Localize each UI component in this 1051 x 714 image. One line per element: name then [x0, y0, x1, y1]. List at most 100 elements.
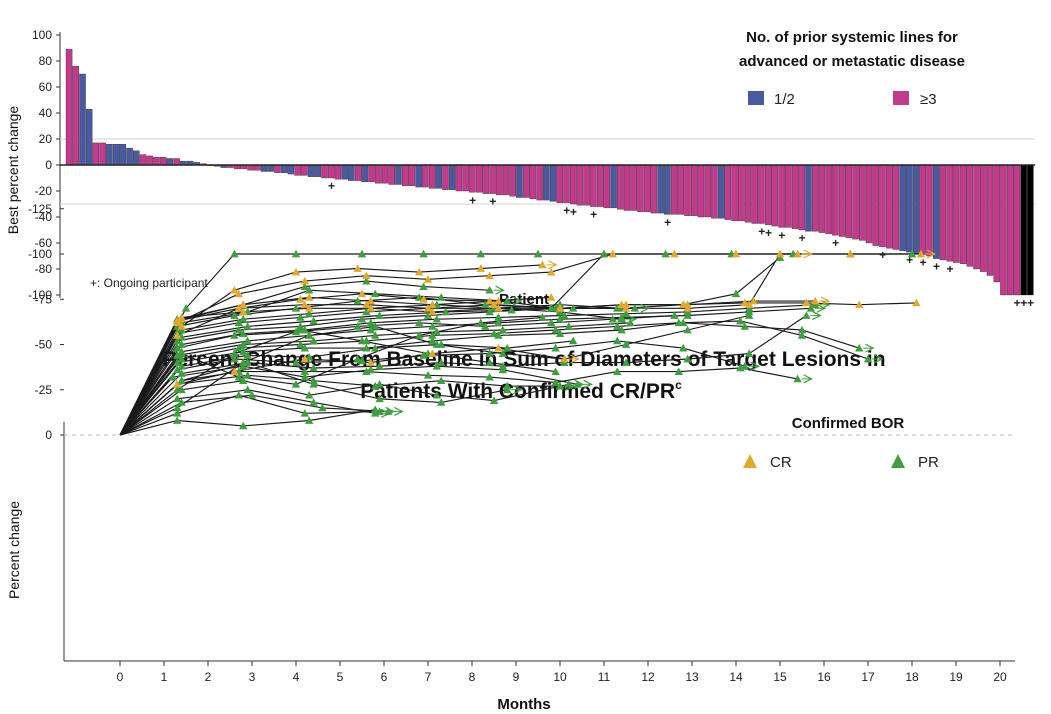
spider-marker [291, 267, 301, 276]
waterfall-bar [764, 164, 772, 225]
waterfall-bar [650, 164, 658, 214]
spider-marker [547, 293, 556, 301]
spider-y-ticks: 0-25-50-75-100-125 [28, 202, 64, 442]
spider-marker [621, 340, 631, 348]
waterfall-bar [838, 164, 846, 237]
spider-marker [802, 298, 811, 307]
spider-marker [371, 381, 380, 390]
spider-series-lines [119, 253, 921, 436]
waterfall-bar [939, 164, 947, 261]
spider-marker [353, 322, 362, 330]
spider-marker [239, 307, 248, 316]
spider-marker [247, 390, 257, 399]
spider-marker [230, 367, 239, 376]
waterfall-bar [986, 164, 994, 276]
waterfall-y-tick-label: 60 [39, 80, 53, 94]
spider-marker [423, 311, 433, 319]
waterfall-bar [926, 164, 933, 257]
spider-marker [485, 358, 494, 366]
spider-x-tick-label: 11 [598, 670, 611, 684]
waterfall-bar [879, 164, 886, 248]
waterfall-bar [462, 164, 469, 192]
spider-marker [423, 304, 433, 312]
waterfall-bar [872, 164, 879, 246]
waterfall-bar [677, 164, 685, 215]
waterfall-bar [341, 164, 348, 180]
waterfall-bar [139, 154, 147, 166]
spider-marker [564, 322, 573, 330]
waterfall-bar [583, 164, 590, 206]
spider-marker [485, 296, 494, 305]
spider-marker [371, 409, 380, 417]
spider-marker [485, 286, 494, 294]
spider-marker [630, 304, 639, 312]
spider-marker [177, 376, 186, 385]
waterfall-bar [791, 164, 799, 229]
spider-marker [371, 289, 380, 298]
spider-series-line [119, 307, 811, 436]
spider-x-ticks: 0 1 2 3 4 5 6 7 8 9 10 11 12 13 14 15 16 17 18 19 20 [117, 661, 1007, 684]
waterfall-bar [388, 164, 395, 185]
spider-marker [503, 296, 512, 305]
ongoing-marker: + [906, 253, 913, 267]
waterfall-bar [469, 164, 476, 193]
spider-marker [481, 322, 490, 330]
spider-marker [366, 304, 375, 312]
waterfall-y-tick-label: -100 [28, 288, 52, 302]
spider-marker [177, 314, 186, 323]
waterfall-bar [610, 164, 617, 209]
spider-marker [498, 325, 507, 334]
spider-marker [371, 331, 380, 339]
spider-marker [353, 354, 362, 363]
spider-x-tick-label: 12 [641, 670, 655, 684]
spider-marker [419, 295, 428, 303]
spider-marker [731, 249, 741, 258]
spider-marker [441, 307, 450, 316]
spider-y-label: Percent change [6, 501, 22, 599]
spider-x-tick-label: 16 [817, 670, 831, 684]
spider-marker [555, 314, 565, 323]
spider-marker [243, 336, 252, 345]
spider-marker [437, 293, 446, 301]
spider-series-line [119, 300, 816, 436]
spider-marker [305, 304, 314, 312]
waterfall-bar [711, 164, 718, 219]
spider-marker [173, 331, 182, 339]
spider-y-tick-label: -100 [28, 247, 52, 261]
spider-marker [243, 322, 252, 330]
spider-marker [300, 372, 309, 381]
spider-marker [291, 304, 301, 312]
waterfall-annotation: +: Ongoing participant [90, 276, 208, 290]
legend-cr-triangle-icon [743, 454, 757, 468]
spider-marker [415, 267, 424, 276]
spider-marker [375, 380, 384, 388]
spider-marker [357, 249, 367, 258]
spider-marker [555, 329, 565, 337]
waterfall-y-tick-label: -20 [35, 184, 53, 198]
waterfall-bar [368, 164, 375, 183]
ongoing-marker: + [664, 215, 671, 229]
ongoing-marker: + [765, 226, 772, 240]
spider-marker [613, 336, 622, 345]
waterfall-bar [704, 164, 711, 218]
spider-y-tick-label: -75 [35, 292, 53, 306]
spider-series-line [119, 253, 921, 436]
waterfall-bar [690, 164, 698, 216]
spider-marker [318, 403, 327, 412]
waterfall-y-label: Best percent change [5, 106, 21, 235]
ongoing-marker: + [563, 204, 570, 218]
waterfall-bar [334, 164, 342, 180]
spider-marker [489, 300, 499, 309]
spider-marker [357, 336, 367, 345]
spider-series-line [119, 253, 798, 436]
spider-marker [230, 354, 239, 363]
waterfall-bar [899, 164, 906, 251]
legend-swatch-3plus [893, 91, 909, 105]
spider-marker [428, 300, 437, 309]
waterfall-bar [280, 164, 288, 173]
spider-marker [362, 343, 371, 352]
spider-marker [551, 378, 560, 386]
spider-chart: Percent Change From Baseline in Sum of D… [6, 202, 1015, 713]
waterfall-bar [267, 164, 274, 172]
